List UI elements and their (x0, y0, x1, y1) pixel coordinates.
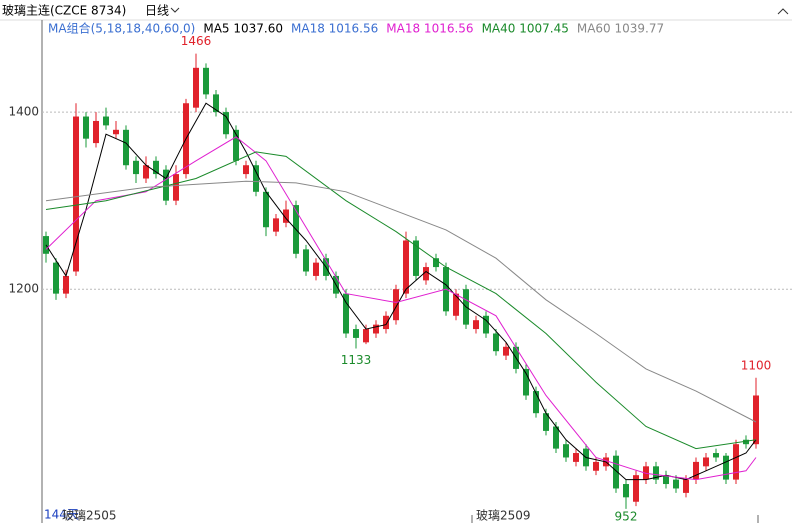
candle-body (713, 453, 719, 458)
candle-body (253, 165, 259, 192)
candle-body (623, 484, 629, 498)
legend-entry: MA18 1016.56 (291, 22, 378, 36)
candle-body (63, 275, 69, 294)
candle-body (473, 320, 479, 330)
candle-body (283, 209, 289, 223)
extreme-label: 1466 (181, 34, 212, 48)
candle-body (233, 129, 239, 161)
candle-body (743, 439, 749, 445)
candle-body (343, 293, 349, 334)
candle-body (103, 116, 109, 126)
days-count: 144天 (44, 508, 79, 522)
legend-entry: MA40 1007.45 (482, 22, 569, 36)
candle-body (73, 116, 79, 272)
candle-body (453, 293, 459, 316)
candle-body (593, 461, 599, 471)
collapse-icon[interactable] (777, 8, 789, 15)
candle-body (543, 413, 549, 431)
candle-body (553, 426, 559, 449)
candle-body (683, 479, 689, 493)
candle-body (703, 457, 709, 467)
extreme-label: 1100 (741, 358, 772, 372)
extreme-label: 952 (615, 510, 638, 523)
candle-body (693, 461, 699, 480)
ma-line (45, 180, 757, 423)
candle-body (733, 444, 739, 480)
legend-entry: MA60 1039.77 (577, 22, 664, 36)
candle-body (263, 191, 269, 228)
candle-body (613, 455, 619, 489)
candle-body (653, 466, 659, 480)
candle-body (663, 475, 669, 485)
legend-entry: MA5 1037.60 (203, 22, 283, 36)
candle-body (153, 160, 159, 175)
candle-body (133, 160, 139, 175)
candle-body (423, 267, 429, 281)
candle-body (533, 391, 539, 414)
candle-body (243, 165, 249, 175)
candle-body (303, 249, 309, 272)
candle-body (83, 116, 89, 139)
candle-body (753, 395, 759, 445)
candle-body (143, 165, 149, 179)
candle-body (173, 174, 179, 201)
candle-body (313, 262, 319, 276)
candle-body (673, 479, 679, 489)
y-tick-label: 1400 (8, 105, 39, 119)
symbol[interactable]: 玻璃主连(CZCE 8734) (2, 3, 126, 18)
candle-body (273, 218, 279, 232)
candle-body (523, 368, 529, 396)
candle-body (193, 67, 199, 108)
ma-line (45, 136, 757, 481)
legend-entry: MA18 1016.56 (386, 22, 473, 36)
candle-body (353, 329, 359, 338)
candle-body (573, 453, 579, 462)
y-tick-label: 1200 (8, 282, 39, 296)
extreme-label: 1133 (341, 353, 372, 367)
candle-body (503, 346, 509, 356)
candle-body (53, 262, 59, 294)
candle-body (413, 240, 419, 276)
candle-body (563, 444, 569, 458)
contract-label: 玻璃2505 (62, 509, 117, 523)
candle-body (393, 289, 399, 321)
candle-body (363, 329, 369, 343)
candle-body (493, 333, 499, 352)
ma-line (45, 151, 757, 450)
candle-body (633, 475, 639, 502)
candle-body (203, 67, 209, 95)
candle-body (123, 129, 129, 166)
candle-body (403, 240, 409, 294)
period-dropdown[interactable] (170, 7, 180, 13)
period[interactable]: 日线 (145, 4, 169, 18)
candle-body (723, 455, 729, 480)
legend-entry: MA组合(5,18,18,40,60,0) (48, 21, 195, 36)
candle-body (113, 129, 119, 135)
candle-body (433, 258, 439, 268)
candle-body (223, 112, 229, 135)
candle-body (163, 169, 169, 201)
candle-body (213, 94, 219, 113)
candle-body (383, 315, 389, 330)
candle-body (93, 120, 99, 144)
ma-line (45, 102, 757, 481)
candle-body (373, 324, 379, 334)
candle-body (483, 315, 489, 334)
contract-label: 玻璃2509 (476, 509, 531, 523)
